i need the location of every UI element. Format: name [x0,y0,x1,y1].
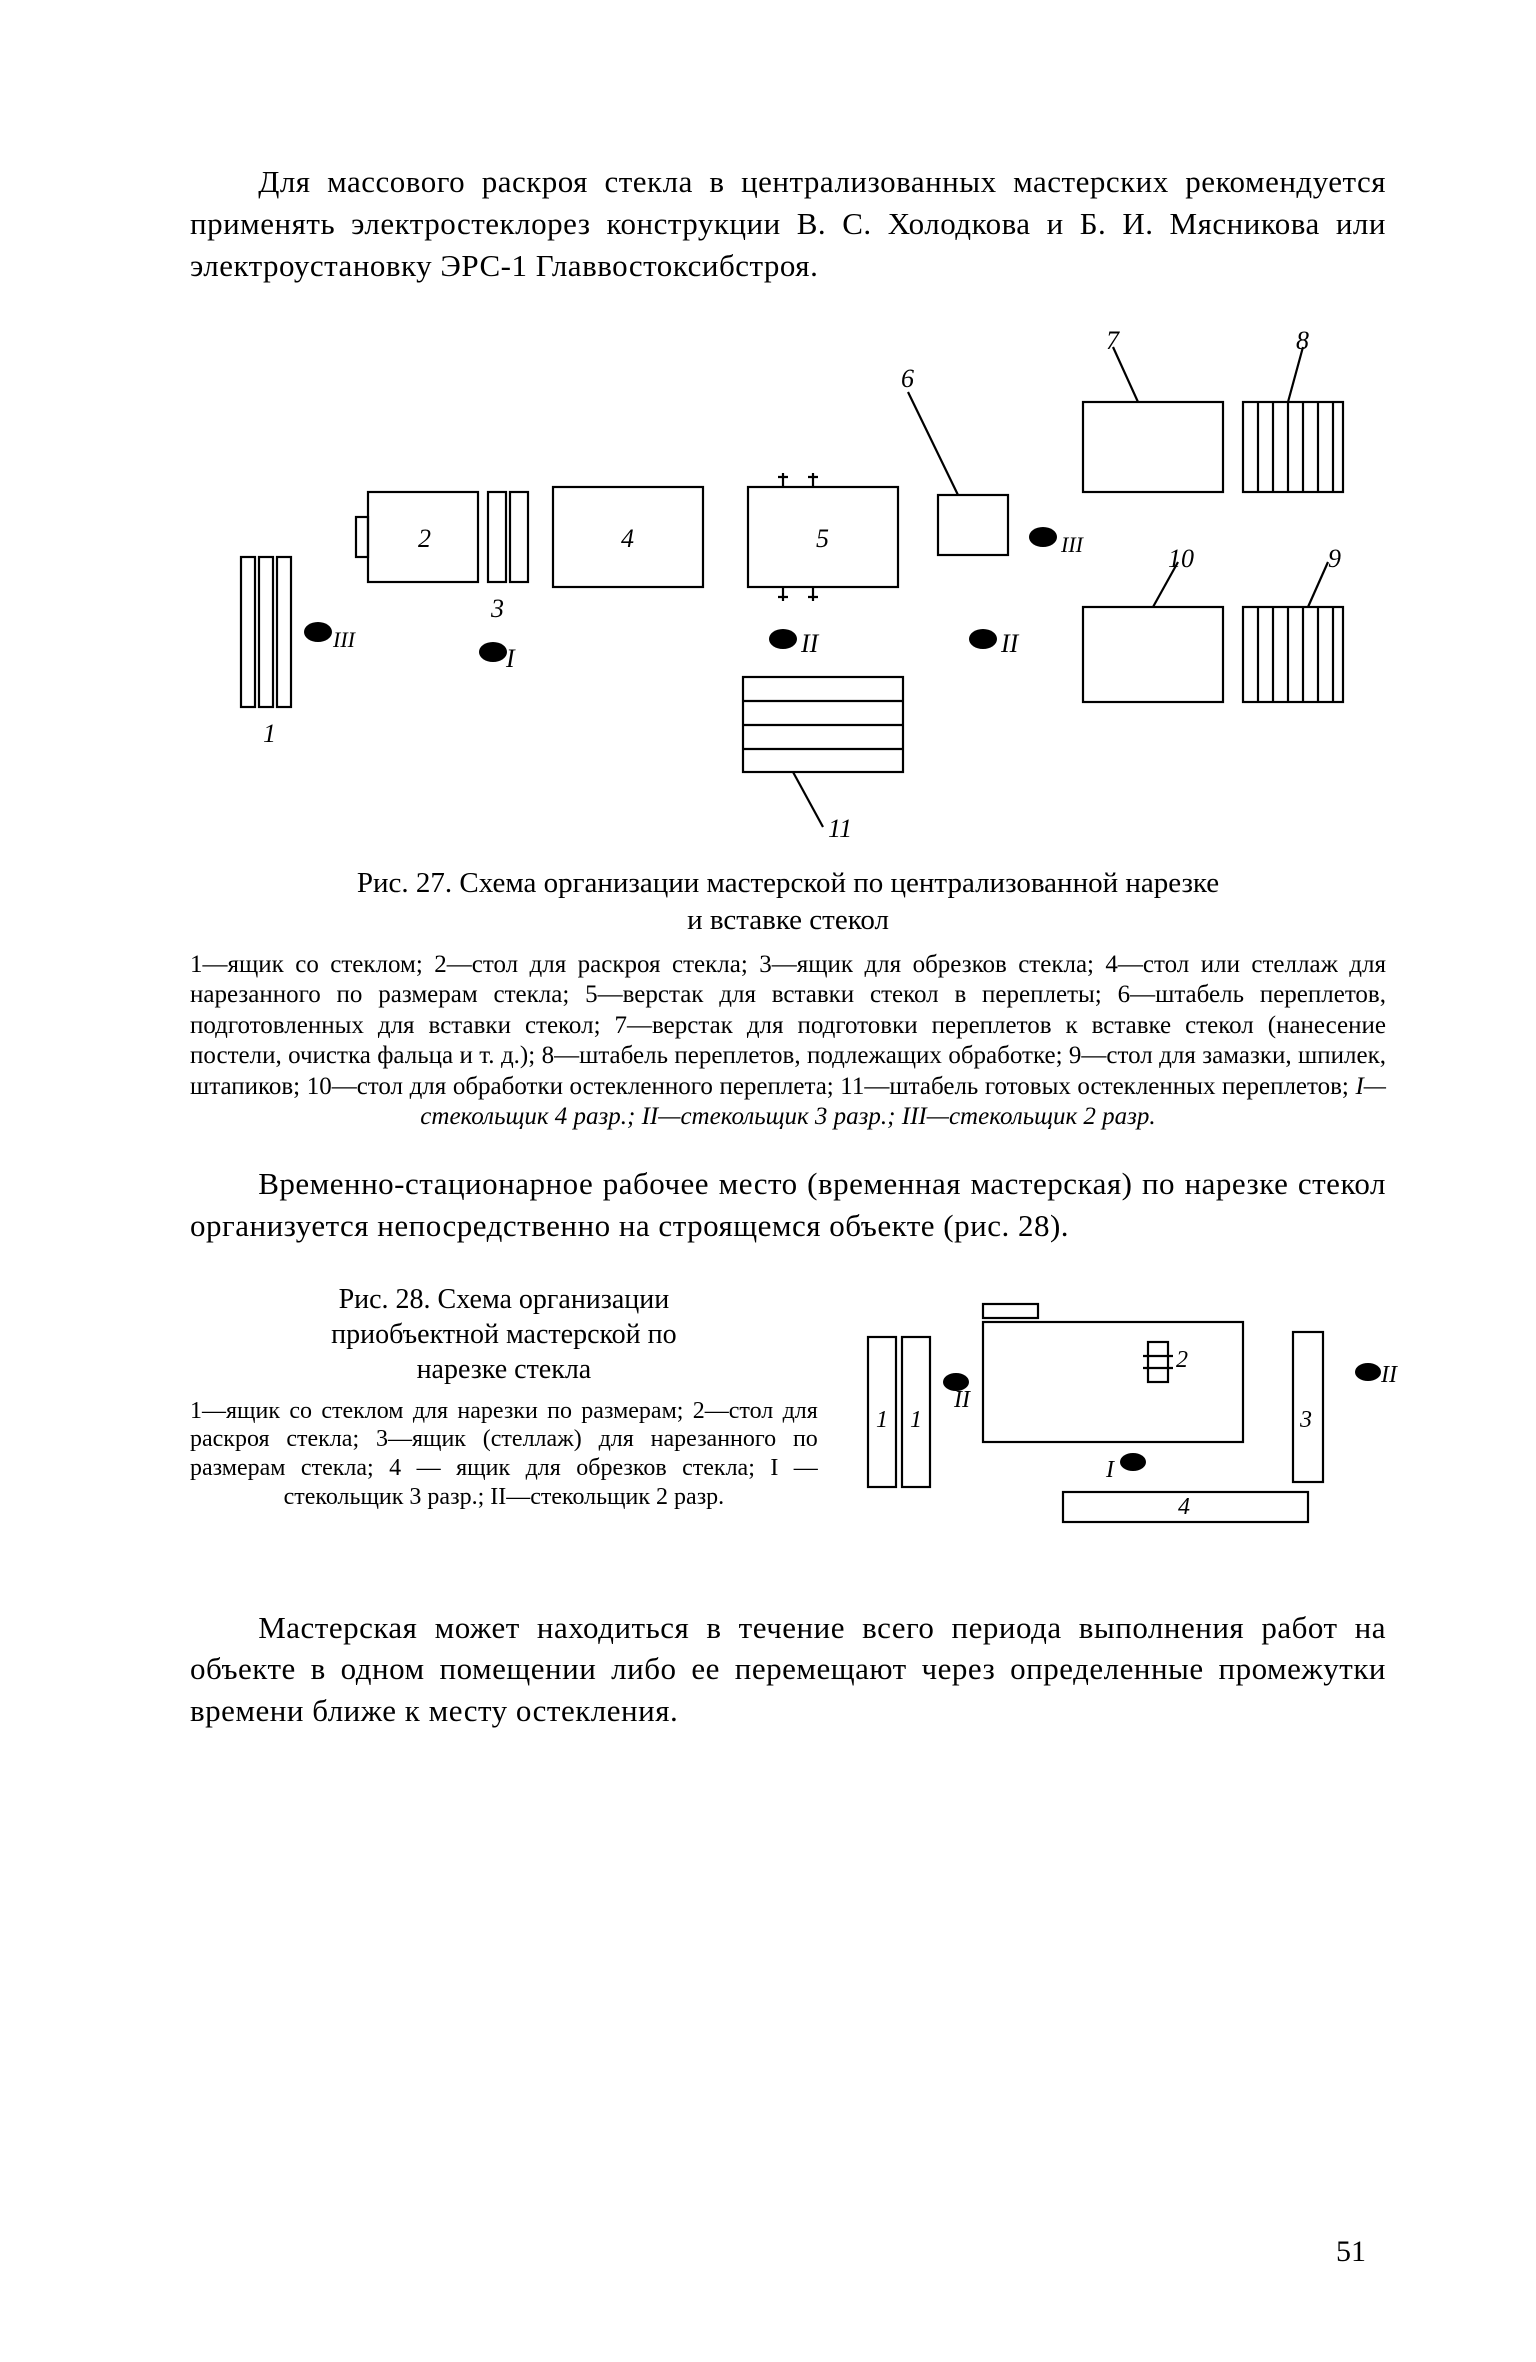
figure-28: Рис. 28. Схема организации приобъектной … [190,1282,1386,1552]
paragraph-1: Для массового раскроя стекла в централиз… [190,161,1386,287]
fig27-label-III-a: III [332,627,357,652]
page: Для массового раскроя стекла в централиз… [0,0,1536,2362]
figure-27-caption: Рис. 27. Схема организации мастерской по… [190,865,1386,940]
fig28-label-3: 3 [1299,1407,1312,1433]
fig28-label-4: 4 [1178,1494,1190,1520]
fig27-caption-line1: Рис. 27. Схема организации мастерской по… [357,867,1219,899]
fig27-label-3: 3 [490,594,504,623]
fig27-caption-line2: и вставке стекол [190,902,1386,940]
fig28-label-2: 2 [1176,1347,1188,1373]
fig27-label-1: 1 [263,719,276,748]
fig27-label-6: 6 [901,364,914,393]
figure-28-svg-column: 1 1 2 3 4 I II II [848,1282,1386,1552]
figure-27-legend: 1—ящик со стеклом; 2—стол для раскроя ст… [190,950,1386,1133]
fig27-label-II-a: II [800,629,820,658]
fig27-label-I: I [505,644,516,673]
fig28-legend-plain: 1—ящик со стеклом для нарезки по размера… [190,1398,818,1482]
paragraph-2: Временно-стационарное рабочее место (вре… [190,1163,1386,1247]
fig28-caption-line3: нарезке стекла [417,1354,592,1385]
fig27-label-9: 9 [1328,544,1341,573]
figure-28-text-column: Рис. 28. Схема организации приобъектной … [190,1282,818,1552]
fig27-label-11: 11 [828,814,852,843]
fig28-label-II-b: II [1380,1362,1398,1388]
figure-27-svg: 1 2 3 4 5 6 7 8 9 10 11 I II II III III [213,327,1363,847]
fig27-label-10: 10 [1168,544,1194,573]
fig27-label-7: 7 [1106,327,1120,355]
fig27-label-III-b: III [1060,532,1085,557]
fig28-caption-line1: Рис. 28. Схема организации [339,1284,670,1315]
fig27-legend-plain: 1—ящик со стеклом; 2—стол для раскроя ст… [190,951,1386,1100]
fig27-label-8: 8 [1296,327,1309,355]
fig28-caption-line2: приобъектной мастерской по [331,1319,677,1350]
page-number: 51 [1336,2232,1366,2273]
fig28-label-II-a: II [953,1387,971,1413]
figure-28-legend: 1—ящик со стеклом для нарезки по размера… [190,1397,818,1512]
fig27-label-4: 4 [621,524,634,553]
paragraph-3: Мастерская может находиться в течение вс… [190,1607,1386,1733]
figure-27: 1 2 3 4 5 6 7 8 9 10 11 I II II III III … [190,327,1386,1133]
figure-28-caption: Рис. 28. Схема организации приобъектной … [190,1282,818,1387]
fig28-label-I: I [1105,1457,1115,1483]
fig27-label-II-b: II [1000,629,1020,658]
fig28-label-1b: 1 [910,1407,922,1433]
fig27-label-2: 2 [418,524,431,553]
fig28-label-1a: 1 [876,1407,888,1433]
fig27-label-5: 5 [816,524,829,553]
figure-28-svg: 1 1 2 3 4 I II II [848,1282,1408,1552]
